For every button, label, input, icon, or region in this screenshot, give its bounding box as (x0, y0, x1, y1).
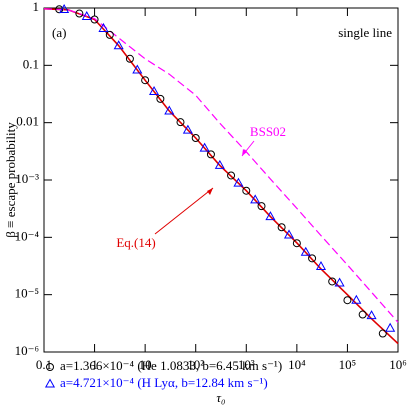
point (156, 94, 165, 103)
point (250, 194, 261, 204)
point (214, 159, 225, 169)
point (283, 229, 295, 239)
y-tick-label: 10⁻⁶ (15, 343, 39, 358)
x-tick-label: 10⁴ (288, 357, 306, 372)
y-tick-label: 10⁻³ (15, 171, 39, 186)
legend-label: a=4.721×10⁻⁴ (H Lyα, b=12.84 km s⁻¹) (60, 375, 268, 390)
annotation: BSS02 (250, 124, 286, 139)
point (233, 177, 244, 187)
panel-label: (a) (52, 25, 66, 40)
point (227, 171, 236, 180)
point (182, 124, 193, 134)
point (199, 142, 210, 152)
point (113, 40, 124, 50)
point (81, 11, 92, 21)
point (300, 246, 311, 256)
point (308, 254, 317, 263)
y-tick-label: 10⁻⁵ (15, 286, 39, 301)
point (277, 223, 286, 232)
y-tick-label: 0.01 (16, 114, 39, 129)
point (176, 118, 185, 127)
point (328, 277, 337, 286)
point (59, 4, 70, 14)
x-axis-label: τ₀ (216, 390, 225, 405)
legend-marker (46, 363, 54, 371)
y-tick-label: 1 (33, 0, 40, 14)
point (366, 310, 377, 320)
point (315, 260, 327, 270)
legend-label: a=1.366×10⁻⁴ (He 1.0833, b=6.45 km s⁻¹) (60, 358, 282, 373)
point (351, 294, 362, 304)
corner-label: single line (338, 25, 392, 40)
x-tick-label: 10 (139, 357, 152, 372)
point (334, 277, 345, 287)
point (206, 150, 215, 159)
plot-frame (43, 7, 399, 353)
point (343, 296, 352, 305)
point (132, 64, 143, 74)
point (141, 76, 150, 85)
arrowhead (207, 188, 213, 195)
arrow (154, 187, 214, 235)
point (164, 105, 175, 115)
point (105, 30, 114, 39)
arrowhead (242, 149, 247, 156)
point (385, 322, 396, 332)
y-axis-label: β ≡ escape probability (3, 122, 18, 238)
line (43, 8, 399, 345)
x-tick-label: 0.1 (36, 357, 52, 372)
point (125, 54, 134, 63)
point (378, 329, 387, 338)
point (148, 85, 160, 95)
point (75, 9, 84, 18)
x-tick-label: 1 (91, 357, 98, 372)
point (242, 186, 251, 195)
annotation: Eq.(14) (116, 235, 155, 250)
y-tick-label: 10⁻⁴ (15, 228, 40, 243)
point (358, 310, 367, 319)
x-tick-label: 10³ (238, 357, 255, 372)
point (257, 202, 266, 211)
point (292, 239, 301, 248)
x-tick-label: 10⁶ (389, 357, 407, 372)
legend-marker (44, 378, 56, 388)
x-tick-label: 10⁵ (339, 357, 357, 372)
point (191, 134, 200, 143)
point (265, 211, 276, 221)
x-tick-label: 10² (187, 357, 204, 372)
y-tick-label: 0.1 (23, 56, 39, 71)
point (98, 22, 109, 32)
